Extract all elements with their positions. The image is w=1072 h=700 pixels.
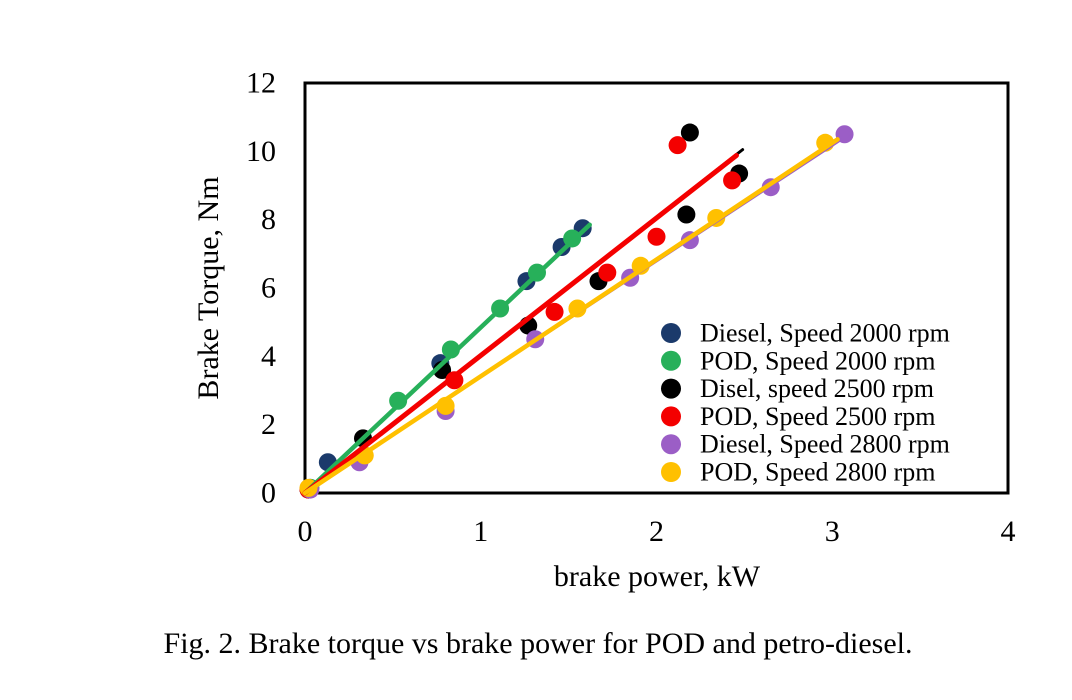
y-tick-label: 8 [261, 203, 276, 236]
legend-label: POD, Speed 2500 rpm [700, 402, 935, 431]
legend-label: Diesel, Speed 2000 rpm [700, 319, 950, 348]
data-point [598, 263, 617, 282]
x-tick-label: 1 [473, 515, 488, 548]
data-point [545, 302, 564, 321]
data-point [835, 125, 854, 144]
y-tick-label: 6 [261, 272, 276, 305]
legend-marker [661, 350, 681, 371]
data-point [631, 256, 650, 275]
x-tick-label: 2 [649, 515, 664, 548]
legend-marker [661, 378, 681, 399]
trend-line [302, 222, 592, 496]
x-tick-label: 0 [298, 515, 313, 548]
legend-label: Disel, speed 2500 rpm [700, 374, 934, 403]
data-point [677, 205, 696, 224]
y-tick-label: 2 [261, 408, 276, 441]
legend-marker [661, 406, 681, 427]
data-point [680, 123, 699, 142]
plot-border [303, 81, 1010, 495]
y-tick-label: 4 [261, 340, 276, 373]
data-point [389, 391, 408, 410]
figure-caption: Fig. 2. Brake torque vs brake power for … [163, 627, 913, 660]
data-point [723, 171, 742, 190]
trend-line [302, 137, 840, 496]
legend-label: POD, Speed 2800 rpm [700, 458, 935, 487]
data-point [668, 136, 687, 155]
y-tick-label: 12 [246, 67, 276, 100]
data-point [647, 227, 666, 246]
x-axis-title: brake power, kW [553, 560, 761, 593]
y-tick-label: 10 [246, 135, 276, 168]
legend-marker [661, 462, 681, 482]
legend-marker [661, 434, 681, 455]
x-tick-label: 4 [1001, 515, 1016, 548]
y-tick-label: 0 [261, 477, 276, 510]
trend-line [302, 152, 739, 496]
legend-label: POD, Speed 2000 rpm [700, 346, 935, 375]
x-tick-label: 3 [825, 515, 840, 548]
legend-marker [661, 323, 681, 343]
legend-label: Diesel, Speed 2800 rpm [700, 430, 950, 459]
